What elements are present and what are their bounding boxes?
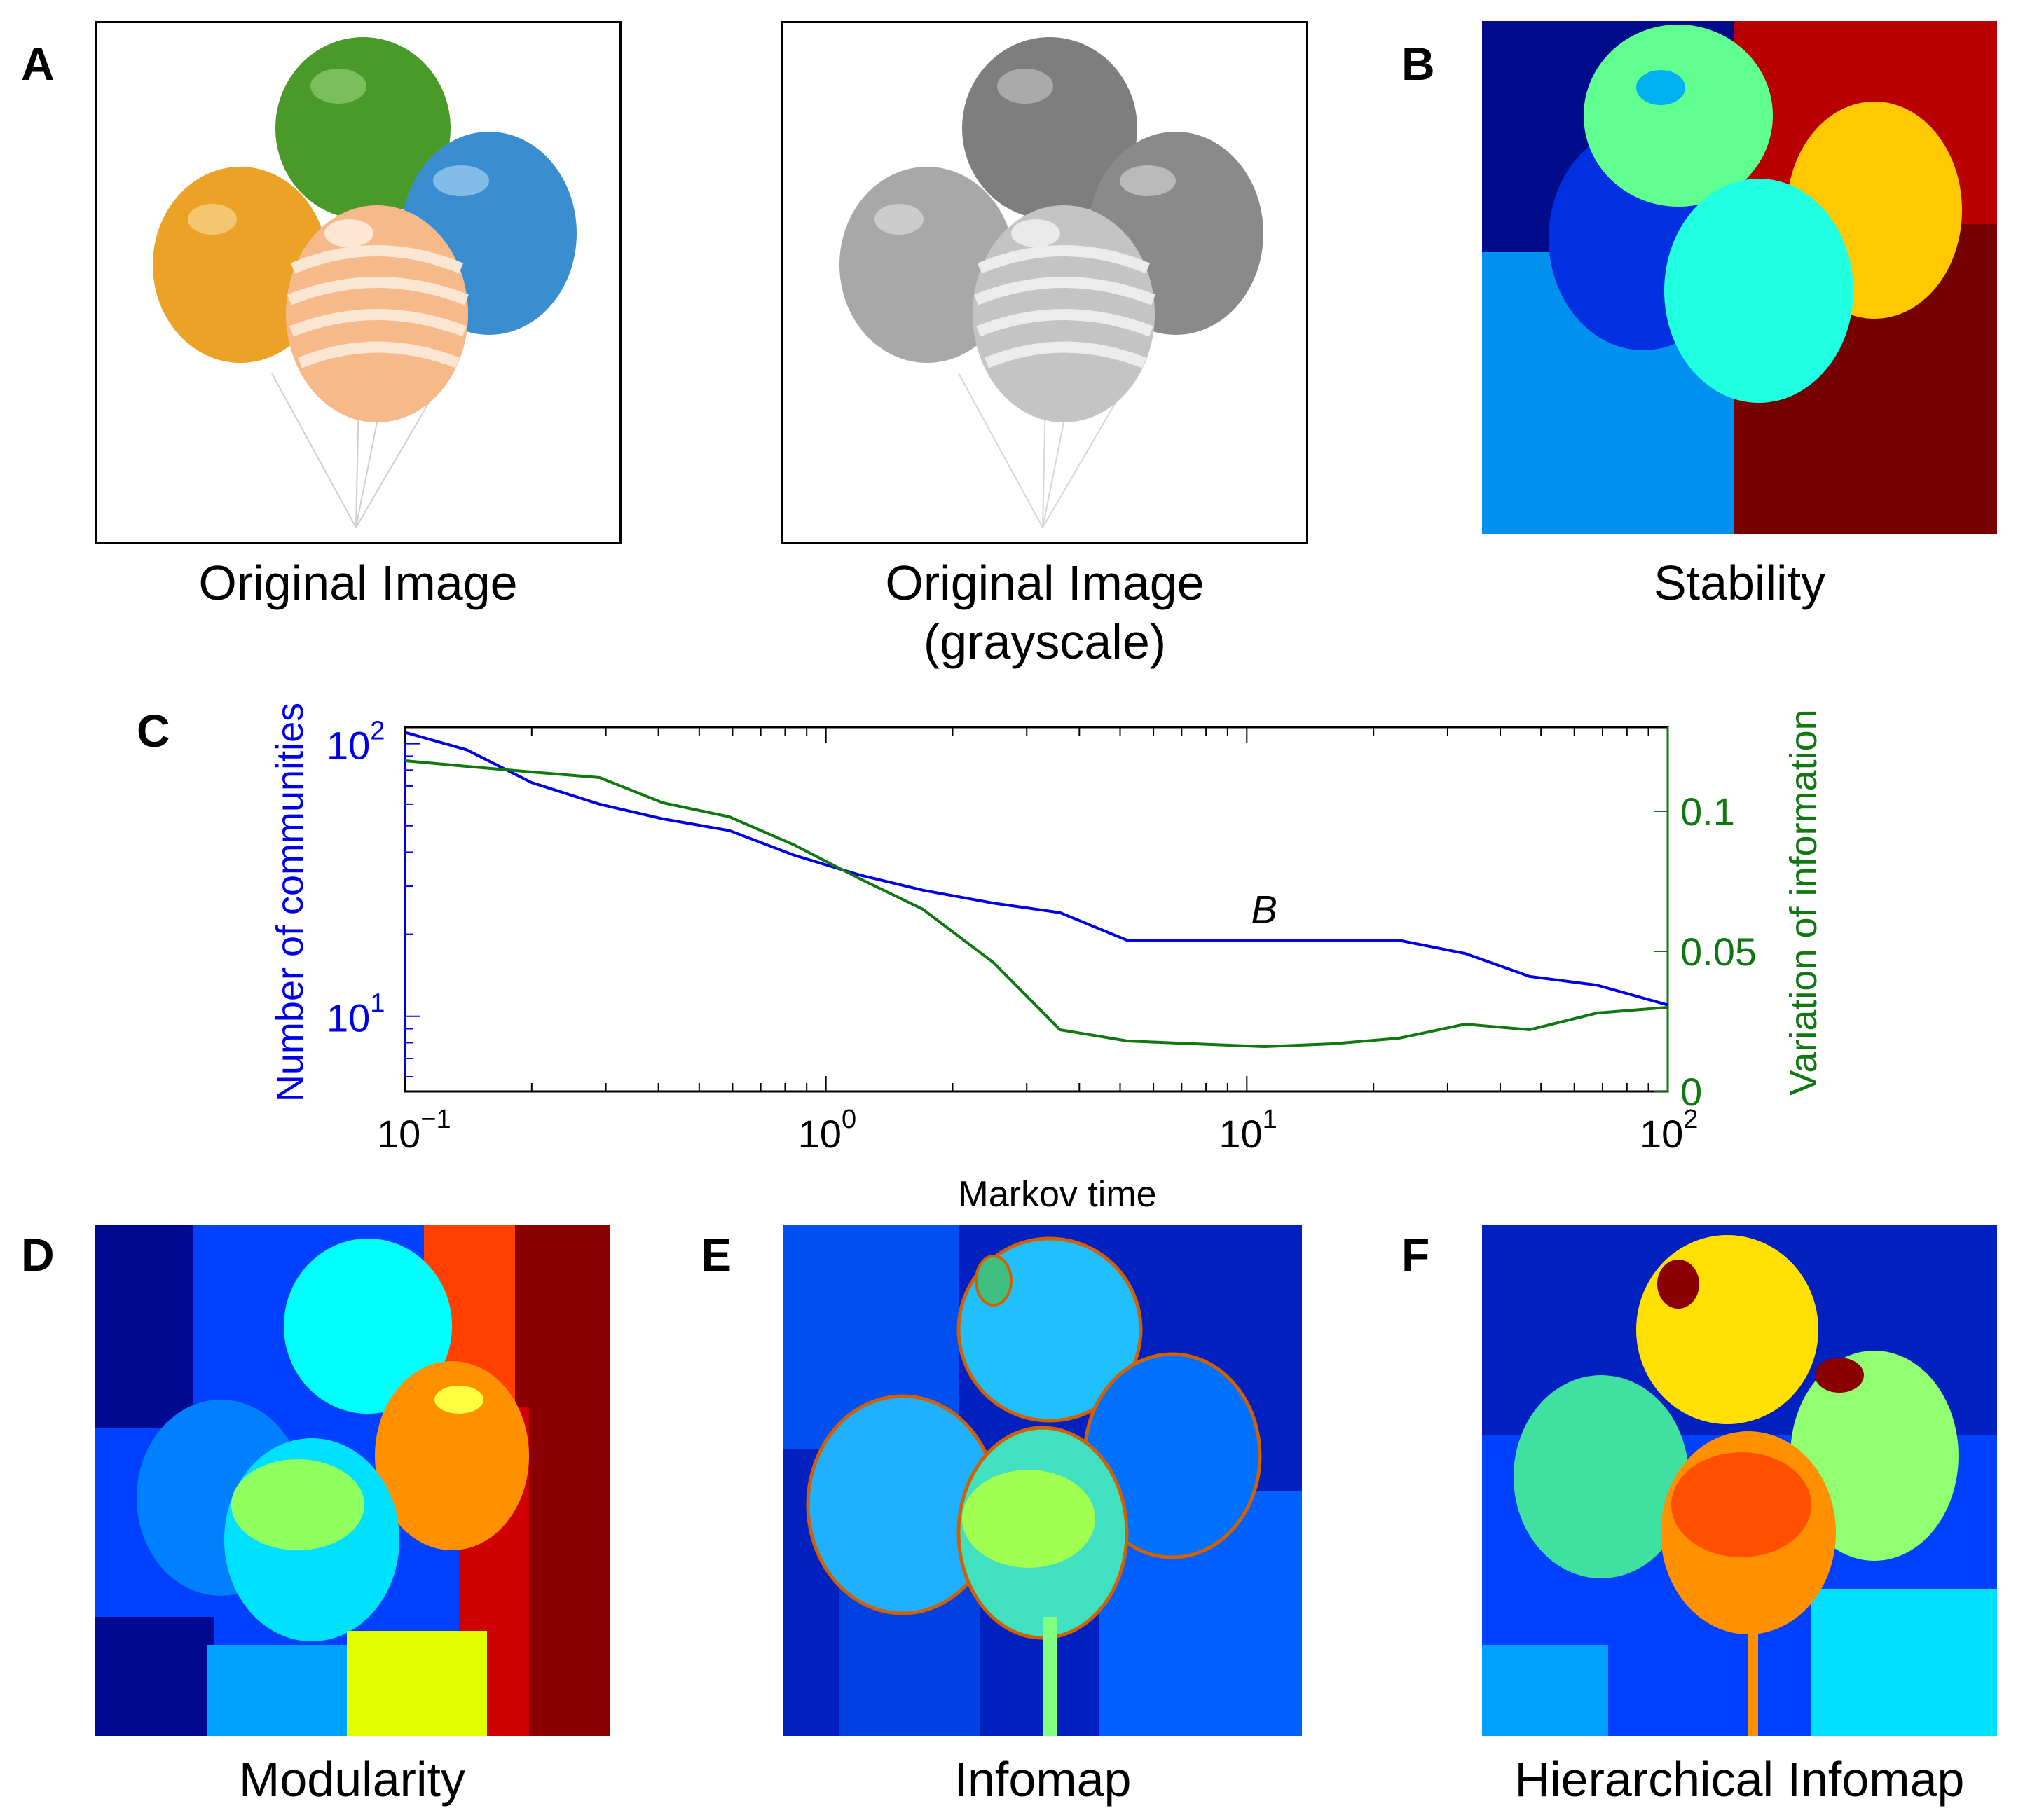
panel-label-e: E [701, 1229, 732, 1281]
right-axis-label: Variation of information [1783, 709, 1825, 1095]
left-tick-label: 101 [327, 989, 385, 1040]
original-image [95, 21, 622, 544]
caption-hierarchical-infomap: Hierarchical Infomap [1514, 1752, 1965, 1807]
balloons-color-illustration [153, 37, 577, 528]
hierarchical-infomap-map [1482, 1225, 1997, 1736]
modularity-segmentation [95, 1225, 610, 1736]
panel-label-d: D [21, 1229, 55, 1281]
x-tick-label: 10−1 [377, 1105, 451, 1156]
caption-modularity: Modularity [239, 1752, 465, 1807]
infomap-segmentation [783, 1225, 1302, 1736]
x-tick-label: 100 [798, 1105, 856, 1156]
right-tick-label: 0.1 [1680, 790, 1735, 834]
x-tick-label: 101 [1219, 1105, 1277, 1156]
panel-label-b: B [1401, 38, 1435, 90]
series-line-variation [404, 759, 1668, 1049]
balloons-gray-illustration [839, 37, 1263, 528]
panel-label-a: A [21, 38, 55, 90]
hierarchical-infomap-segmentation [1482, 1225, 1997, 1736]
left-tick-label: 102 [327, 717, 385, 768]
modularity-map [95, 1225, 610, 1736]
x-axis-label: Markov time [958, 1174, 1156, 1215]
caption-grayscale-line2: (grayscale) [923, 614, 1167, 669]
original-image-grayscale [781, 21, 1308, 544]
caption-original-image: Original Image [198, 556, 518, 610]
markov-time-chart: 0 0.05 0.1 10−1 100 101 102 101 102 Markov time Nu… [269, 703, 1825, 1215]
stability-map [1482, 21, 1997, 534]
panel-label-c: C [137, 705, 170, 757]
infomap-map [783, 1225, 1302, 1736]
right-tick-label: 0.05 [1680, 930, 1757, 974]
caption-grayscale-image: Original Image (grayscale) [781, 553, 1308, 671]
stability-segmentation [1482, 21, 1997, 534]
left-axis-label: Number of communities [269, 703, 311, 1102]
caption-grayscale-line1: Original Image [885, 556, 1205, 610]
caption-infomap: Infomap [954, 1752, 1132, 1807]
caption-stability: Stability [1653, 556, 1826, 610]
annotation-b: B [1251, 887, 1277, 931]
panel-label-f: F [1401, 1229, 1430, 1281]
x-tick-label: 102 [1640, 1105, 1698, 1156]
right-tick-label: 0 [1680, 1070, 1702, 1114]
series-line-communities [404, 731, 1668, 1007]
